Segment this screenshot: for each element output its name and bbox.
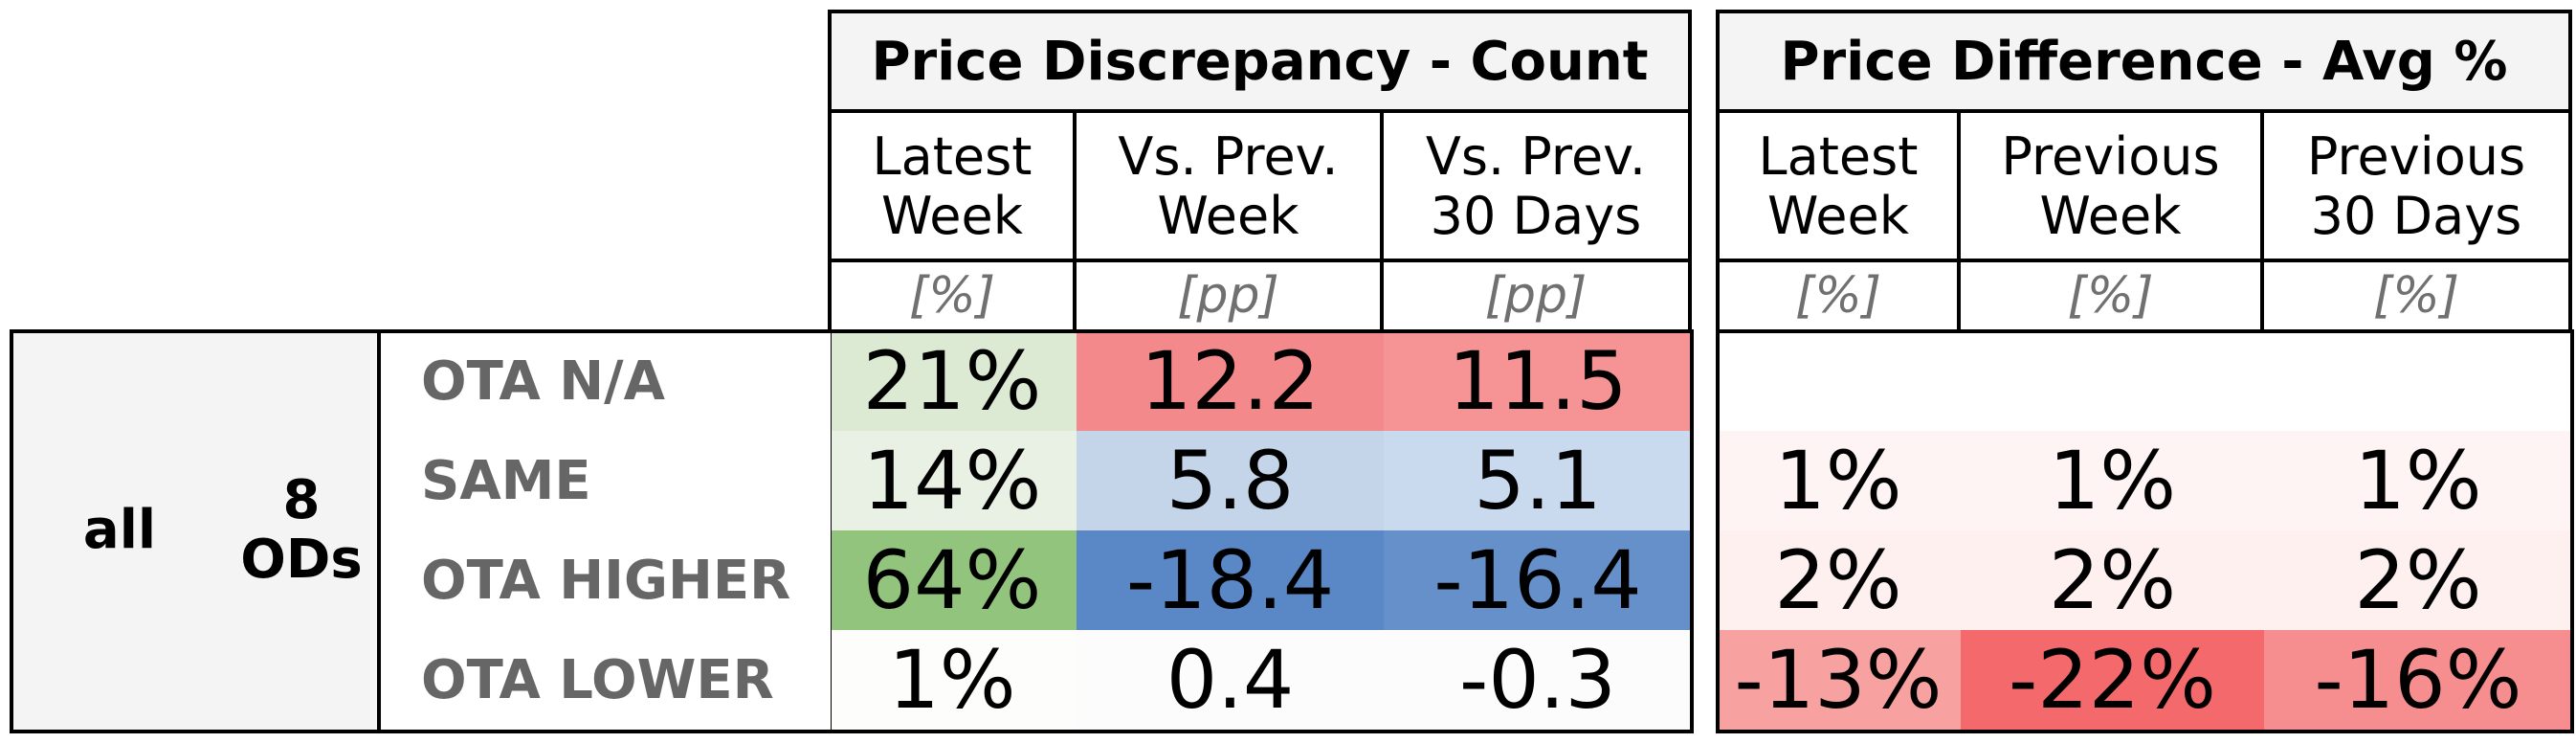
right-rule-1 (1716, 259, 2572, 262)
right-cell-r1-c0: 1% (1716, 431, 1961, 530)
row-label-2: OTA HIGHER (421, 549, 791, 612)
left-rule-2 (828, 329, 1692, 333)
left-cell-r3-c1: 0.4 (1077, 630, 1384, 730)
right-col-header-2: Previous 30 Days (2264, 113, 2572, 260)
left-col-header-1: Vs. Prev. Week (1077, 113, 1384, 260)
row-label-column (381, 329, 831, 733)
left-cell-r1-c0: 14% (828, 431, 1077, 530)
left-cell-r1-c2: 5.1 (1384, 431, 1692, 530)
right-rule-2 (1716, 329, 2572, 333)
left-col-unit-1: [pp] (1077, 260, 1384, 331)
left-cell-r0-c1: 12.2 (1077, 331, 1384, 431)
right-cell-r3-c0: -13% (1716, 630, 1961, 730)
left-cell-r2-c2: -16.4 (1384, 530, 1692, 630)
left-cell-r2-c0: 64% (828, 530, 1077, 630)
right-cell-r2-c1: 2% (1961, 530, 2264, 630)
right-cell-r3-c2: -16% (2264, 630, 2572, 730)
group-sublabel: 8 ODs (240, 469, 363, 591)
left-cell-r1-c1: 5.8 (1077, 431, 1384, 530)
row-label-3: OTA LOWER (421, 648, 774, 711)
right-col-unit-0: [%] (1716, 260, 1961, 331)
row-label-1: SAME (421, 449, 591, 512)
group-label: all (82, 499, 157, 561)
group-box (10, 329, 381, 733)
left-col-header-0: Latest Week (828, 113, 1077, 260)
right-cell-r1-c1: 1% (1961, 431, 2264, 530)
right-col-unit-1: [%] (1961, 260, 2264, 331)
right-cell-r2-c2: 2% (2264, 530, 2572, 630)
right-col-unit-2: [%] (2264, 260, 2572, 331)
left-col-header-2: Vs. Prev. 30 Days (1384, 113, 1692, 260)
left-cell-r2-c1: -18.4 (1077, 530, 1384, 630)
right-col-header-0: Latest Week (1716, 113, 1961, 260)
left-cell-r3-c0: 1% (828, 630, 1077, 730)
right-cell-r2-c0: 2% (1716, 530, 1961, 630)
left-col-unit-2: [pp] (1384, 260, 1692, 331)
left-cell-r0-c2: 11.5 (1384, 331, 1692, 431)
left-cell-r0-c0: 21% (828, 331, 1077, 431)
right-cell-r0-c1 (1961, 331, 2264, 431)
right-cell-r0-c2 (2264, 331, 2572, 431)
right-cell-r0-c0 (1716, 331, 1961, 431)
left-table-title: Price Discrepancy - Count (828, 10, 1692, 113)
row-label-0: OTA N/A (421, 349, 665, 413)
right-col-header-1: Previous Week (1961, 113, 2264, 260)
right-cell-r3-c1: -22% (1961, 630, 2264, 730)
left-cell-r3-c2: -0.3 (1384, 630, 1692, 730)
right-cell-r1-c2: 1% (2264, 431, 2572, 530)
left-rule-1 (828, 259, 1692, 262)
right-table-title: Price Difference - Avg % (1716, 10, 2572, 113)
left-col-unit-0: [%] (828, 260, 1077, 331)
